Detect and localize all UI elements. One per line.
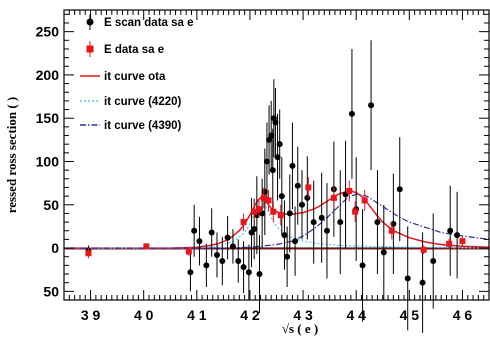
data-point bbox=[224, 234, 231, 241]
data-point bbox=[240, 219, 247, 226]
data-point bbox=[260, 194, 267, 201]
data-point bbox=[330, 194, 337, 201]
data-point bbox=[219, 258, 226, 265]
y-tick-label: 200 bbox=[36, 67, 60, 83]
y-tick-label: 50 bbox=[43, 197, 59, 213]
data-point bbox=[368, 102, 375, 109]
data-point bbox=[85, 250, 92, 257]
x-tick-label: 4 4 bbox=[346, 307, 366, 323]
data-point bbox=[270, 208, 277, 215]
x-tick-label: 4 6 bbox=[453, 307, 473, 323]
y-tick-label: 150 bbox=[36, 110, 60, 126]
data-point bbox=[390, 220, 397, 227]
legend-label: it curve (4220) bbox=[104, 96, 182, 108]
fit-curve bbox=[69, 193, 490, 249]
legend-label: it curve ota bbox=[104, 71, 166, 83]
legend-marker bbox=[86, 18, 94, 26]
data-point bbox=[374, 219, 381, 226]
data-point bbox=[235, 258, 242, 265]
data-point bbox=[310, 219, 317, 226]
y-axis-title: ressed ross section ( ) bbox=[4, 97, 19, 214]
data-point bbox=[346, 187, 353, 194]
data-point bbox=[281, 232, 288, 239]
data-point bbox=[292, 238, 299, 245]
data-point bbox=[240, 264, 247, 271]
data-point bbox=[255, 206, 262, 213]
data-point bbox=[396, 186, 403, 193]
data-point bbox=[256, 271, 263, 278]
data-point bbox=[305, 184, 312, 191]
data-point bbox=[454, 232, 461, 239]
data-point bbox=[430, 258, 437, 265]
y-tick-label: 0 bbox=[51, 240, 59, 256]
data-point bbox=[269, 167, 276, 174]
data-point bbox=[289, 162, 296, 169]
legend-label: it curve (4390) bbox=[104, 120, 182, 132]
x-tick-label: 4 1 bbox=[187, 307, 207, 323]
data-point bbox=[299, 201, 305, 208]
data-point bbox=[185, 248, 192, 255]
data-point bbox=[380, 249, 387, 256]
legend: E scan data sa e E data sa e it curve ota i… bbox=[80, 14, 194, 132]
y-tick-label: 50 bbox=[43, 283, 59, 299]
data-point bbox=[294, 182, 301, 189]
data-point bbox=[196, 238, 203, 245]
legend-label: E data sa e bbox=[104, 44, 164, 56]
y-tick-label: 100 bbox=[36, 153, 60, 169]
data-point bbox=[143, 243, 150, 250]
axes: 3 9 4 0 4 1 4 2 4 3 4 4 4 5 4 6 250 200 150 100 50 0 5… bbox=[36, 10, 490, 323]
x-tick-label: 4 0 bbox=[134, 307, 154, 323]
fit-curve bbox=[69, 190, 490, 249]
data-point bbox=[265, 197, 272, 204]
data-point bbox=[352, 208, 359, 215]
data-point bbox=[459, 238, 466, 245]
data-point bbox=[361, 197, 368, 204]
data-point bbox=[304, 194, 311, 201]
data-point bbox=[419, 279, 426, 286]
data-point bbox=[277, 212, 284, 219]
legend-label: E scan data sa e bbox=[104, 17, 194, 29]
data-point bbox=[359, 262, 366, 269]
x-tick-label: 3 9 bbox=[81, 307, 101, 323]
data-points bbox=[85, 40, 466, 333]
fit-curve bbox=[69, 199, 490, 249]
data-point bbox=[420, 246, 427, 253]
data-point bbox=[318, 214, 325, 221]
data-point bbox=[348, 110, 355, 117]
data-point bbox=[214, 251, 220, 258]
data-point bbox=[388, 227, 395, 234]
data-point bbox=[404, 275, 411, 282]
data-point bbox=[286, 210, 293, 217]
legend-marker bbox=[86, 45, 94, 53]
data-point bbox=[274, 154, 281, 161]
data-point bbox=[323, 227, 330, 234]
data-point bbox=[447, 227, 454, 234]
data-point bbox=[276, 141, 283, 148]
data-point bbox=[272, 119, 279, 126]
data-point bbox=[229, 243, 236, 250]
data-point bbox=[263, 158, 270, 165]
data-point bbox=[251, 208, 258, 215]
data-point bbox=[284, 253, 291, 260]
y-tick-label: 250 bbox=[36, 24, 60, 40]
x-tick-label: 4 5 bbox=[400, 307, 420, 323]
x-axis-title: √s ( e ) bbox=[282, 321, 318, 336]
data-point bbox=[278, 193, 285, 200]
data-point bbox=[245, 269, 252, 276]
data-point bbox=[268, 132, 275, 139]
x-tick-label: 4 3 bbox=[293, 307, 313, 323]
fit-curves bbox=[69, 190, 490, 249]
data-point bbox=[203, 262, 210, 269]
data-point bbox=[337, 219, 344, 226]
data-point bbox=[446, 240, 453, 247]
x-tick-label: 4 2 bbox=[240, 307, 260, 323]
data-point bbox=[208, 229, 215, 236]
data-point bbox=[191, 227, 198, 234]
data-point bbox=[251, 226, 258, 233]
data-point bbox=[187, 269, 194, 276]
